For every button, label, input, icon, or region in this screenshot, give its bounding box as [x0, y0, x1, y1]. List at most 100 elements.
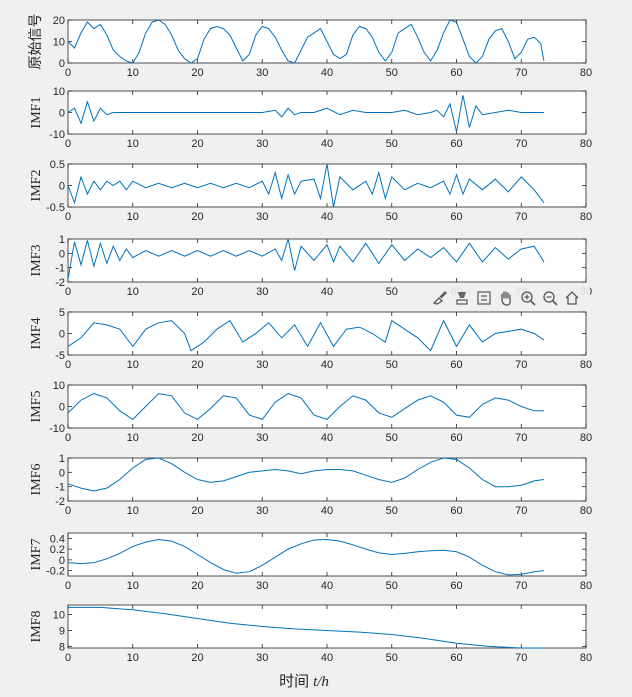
- x-tick-label: 80: [580, 211, 592, 223]
- x-tick-label: 80: [580, 432, 592, 444]
- y-tick-label: -2: [55, 277, 65, 289]
- y-tick-label: 0: [59, 555, 65, 567]
- x-tick-label: 0: [65, 432, 71, 444]
- x-tick-label: 0: [65, 138, 71, 150]
- x-tick-label: 20: [191, 505, 203, 517]
- x-tick-label: 20: [191, 432, 203, 444]
- plot-area: [67, 163, 587, 208]
- x-tick-label: 30: [256, 138, 268, 150]
- y-tick-label: -10: [49, 129, 65, 141]
- y-tick-label: 0.2: [50, 544, 65, 556]
- x-tick-label: 20: [191, 359, 203, 371]
- y-axis-label: IMF1: [29, 97, 44, 129]
- x-tick-label: 10: [127, 359, 139, 371]
- series-line: [67, 95, 544, 132]
- y-tick-label: 1: [59, 234, 65, 246]
- x-tick-label: 80: [580, 67, 592, 79]
- x-tick-label: 30: [256, 580, 268, 592]
- x-tick-label: 70: [515, 359, 527, 371]
- x-axis-label-prefix: 时间: [279, 673, 309, 690]
- series-line: [68, 606, 544, 649]
- x-tick-label: 50: [386, 286, 398, 298]
- series-line: [67, 163, 545, 208]
- x-tick-label: 10: [127, 138, 139, 150]
- y-tick-label: 0: [59, 181, 65, 193]
- y-axis-label: 原始信号: [28, 14, 44, 70]
- y-tick-label: 10: [53, 610, 65, 622]
- data-tip-icon[interactable]: [452, 287, 472, 309]
- home-icon[interactable]: [562, 287, 582, 309]
- y-axis-label: IMF2: [29, 170, 44, 202]
- y-axis-label: IMF8: [29, 611, 44, 643]
- y-tick-label: 1: [59, 453, 65, 465]
- y-axis-label: IMF7: [29, 539, 44, 571]
- brush-icon[interactable]: [430, 287, 450, 309]
- x-tick-label: 10: [127, 286, 139, 298]
- x-tick-label: 0: [65, 211, 71, 223]
- x-tick-label: 40: [321, 580, 333, 592]
- axes-toolbar: [430, 286, 590, 310]
- x-tick-label: 60: [450, 432, 462, 444]
- y-tick-label: -1: [55, 263, 65, 275]
- y-tick-label: 10: [53, 37, 65, 49]
- x-axis-label-var: t/h: [313, 674, 329, 690]
- y-tick-label: 0.5: [50, 159, 65, 171]
- x-tick-label: 60: [450, 652, 462, 664]
- x-tick-label: 70: [515, 505, 527, 517]
- x-tick-label: 30: [256, 286, 268, 298]
- series-line: [67, 319, 545, 352]
- x-tick-label: 10: [127, 432, 139, 444]
- x-tick-label: 60: [450, 138, 462, 150]
- x-tick-label: 10: [127, 652, 139, 664]
- x-tick-label: 30: [256, 505, 268, 517]
- x-tick-label: 40: [321, 211, 333, 223]
- x-tick-label: 40: [321, 138, 333, 150]
- x-tick-label: 80: [580, 359, 592, 371]
- y-tick-label: 10: [53, 86, 65, 98]
- x-tick-label: 40: [321, 652, 333, 664]
- y-tick-label: 0: [59, 467, 65, 479]
- x-tick-label: 30: [256, 652, 268, 664]
- legend-icon[interactable]: [474, 287, 494, 309]
- y-tick-label: 0: [59, 329, 65, 341]
- y-tick-label: -10: [49, 423, 65, 435]
- x-tick-label: 80: [580, 580, 592, 592]
- subplot-1: 0 10 20 30 40 50 60 70 80 0 10 20 原始信号: [28, 14, 592, 80]
- x-tick-label: 0: [65, 359, 71, 371]
- x-tick-label: 20: [191, 580, 203, 592]
- x-tick-label: 10: [127, 505, 139, 517]
- y-tick-label: 0: [59, 402, 65, 414]
- plot-area: [67, 457, 587, 502]
- series-line: [67, 538, 544, 576]
- y-tick-label: 8: [59, 641, 65, 653]
- zoom-in-icon[interactable]: [518, 287, 538, 309]
- x-tick-label: 0: [65, 505, 71, 517]
- subplot-9: 0 10 20 30 40 50 60 70 80 8 9 10 IMF8: [29, 604, 592, 664]
- zoom-out-icon[interactable]: [540, 287, 560, 309]
- x-tick-label: 0: [65, 67, 71, 79]
- x-tick-label: 60: [450, 359, 462, 371]
- x-tick-label: 20: [191, 211, 203, 223]
- y-axis-label: IMF4: [29, 318, 44, 350]
- y-tick-label: -2: [55, 496, 65, 508]
- x-tick-label: 30: [256, 432, 268, 444]
- x-tick-label: 70: [515, 652, 527, 664]
- x-tick-label: 70: [515, 432, 527, 444]
- pan-hand-icon[interactable]: [496, 287, 516, 309]
- x-tick-label: 20: [191, 286, 203, 298]
- x-tick-label: 70: [515, 211, 527, 223]
- x-tick-label: 50: [386, 359, 398, 371]
- y-tick-label: 10: [53, 380, 65, 392]
- y-tick-label: 20: [53, 15, 65, 27]
- y-tick-label: 0: [59, 58, 65, 70]
- x-tick-label: 0: [65, 652, 71, 664]
- series-line: [67, 238, 545, 280]
- x-tick-label: 80: [580, 652, 592, 664]
- x-tick-label: 40: [321, 286, 333, 298]
- x-tick-label: 50: [386, 580, 398, 592]
- x-tick-label: 50: [386, 67, 398, 79]
